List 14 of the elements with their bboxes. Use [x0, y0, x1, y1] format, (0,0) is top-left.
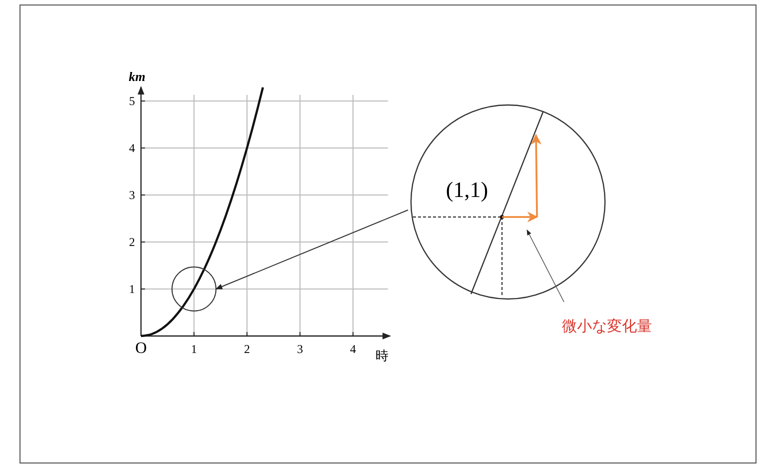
- x-tick-label: 3: [297, 342, 303, 356]
- y-tick-label: 1: [129, 282, 135, 296]
- x-axis-title: 時: [376, 349, 389, 364]
- y-axis-title: km: [128, 68, 146, 84]
- y-tick-label: 5: [129, 94, 135, 108]
- y-tick-label: 4: [129, 141, 135, 155]
- x-tick-label: 4: [350, 342, 356, 356]
- x-tick-label: 2: [244, 342, 250, 356]
- y-tick-label: 3: [129, 188, 135, 202]
- x-tick-label: 1: [191, 342, 197, 356]
- text: (1,1): [446, 177, 488, 202]
- text: 微小な変化量: [562, 317, 652, 335]
- x-tick-label: O: [135, 340, 147, 357]
- y-tick-label: 2: [129, 235, 135, 249]
